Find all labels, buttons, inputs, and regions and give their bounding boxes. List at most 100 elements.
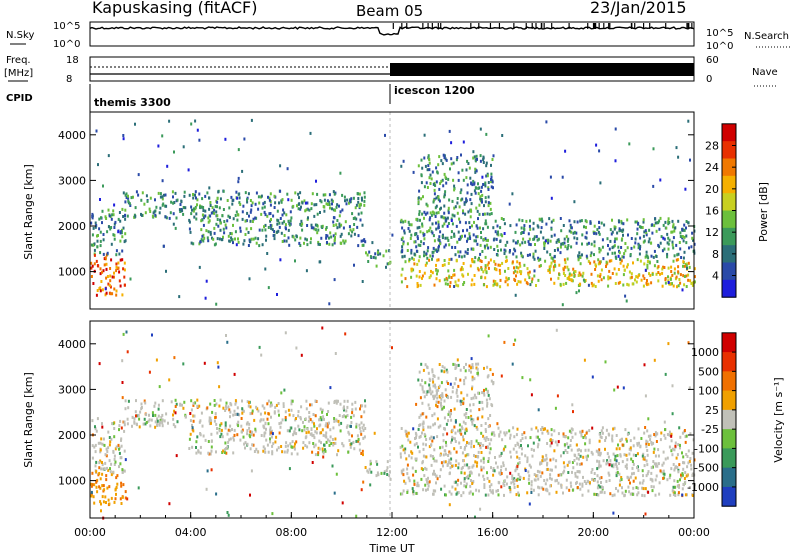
- colorbar-swatch: [722, 371, 736, 392]
- echo-cell: [691, 281, 694, 285]
- echo-cell: [347, 232, 350, 236]
- echo-point: [255, 405, 258, 409]
- echo-point: [415, 402, 418, 406]
- echo-cell: [471, 387, 473, 391]
- echo-cell: [316, 231, 319, 235]
- echo-point: [205, 487, 208, 491]
- echo-cell: [176, 420, 179, 424]
- echo-cell: [304, 209, 307, 213]
- echo-cell: [152, 414, 154, 417]
- echo-cell: [616, 231, 619, 235]
- echo-point: [98, 362, 101, 366]
- echo-cell: [290, 399, 293, 403]
- echo-cell: [453, 437, 456, 441]
- echo-cell: [433, 188, 436, 192]
- echo-cell: [426, 230, 429, 234]
- echo-cell: [421, 387, 424, 391]
- echo-cell: [213, 211, 216, 215]
- echo-cell: [113, 463, 116, 466]
- echo-point: [617, 254, 620, 258]
- echo-cell: [676, 285, 678, 289]
- echo-cell: [466, 183, 469, 187]
- echo-cell: [573, 274, 576, 278]
- echo-cell: [549, 264, 552, 268]
- echo-cell: [437, 400, 440, 404]
- echo-cell: [581, 482, 584, 486]
- echo-cell: [626, 475, 629, 479]
- echo-cell: [494, 230, 497, 234]
- echo-cell: [286, 192, 289, 196]
- echo-cell: [619, 261, 622, 265]
- echo-cell: [457, 171, 460, 175]
- echo-cell: [236, 406, 239, 410]
- echo-cell: [196, 203, 198, 207]
- echo-cell: [117, 266, 120, 270]
- echo-cell: [358, 192, 361, 196]
- echo-cell: [507, 277, 510, 281]
- echo-cell: [226, 199, 229, 202]
- echo-cell: [535, 426, 538, 430]
- echo-cell: [471, 420, 474, 423]
- echo-cell: [113, 226, 116, 229]
- echo-cell: [522, 237, 525, 241]
- echo-cell: [563, 258, 566, 262]
- echo-cell: [410, 456, 413, 460]
- velocity-cbar-label: Velocity [m s⁻¹]: [772, 377, 785, 462]
- echo-cell: [437, 163, 440, 167]
- echo-cell: [566, 442, 569, 446]
- echo-cell: [544, 241, 546, 245]
- echo-cell: [165, 412, 168, 416]
- echo-cell: [273, 230, 276, 233]
- echo-cell: [144, 211, 147, 215]
- echo-cell: [468, 166, 471, 170]
- echo-cell: [687, 449, 690, 453]
- echo-cell: [485, 238, 488, 242]
- echo-cell: [183, 194, 186, 198]
- echo-cell: [455, 492, 458, 496]
- echo-cell: [546, 429, 549, 433]
- echo-cell: [609, 492, 612, 496]
- echo-cell: [274, 405, 277, 409]
- echo-cell: [647, 470, 650, 474]
- echo-cell: [502, 218, 505, 221]
- echo-point: [555, 328, 558, 332]
- echo-cell: [619, 280, 622, 284]
- echo-cell: [489, 245, 492, 249]
- echo-cell: [549, 253, 552, 257]
- echo-cell: [219, 423, 222, 427]
- echo-point: [524, 469, 527, 472]
- echo-cell: [402, 489, 405, 493]
- echo-cell: [422, 447, 425, 451]
- echo-cell: [687, 221, 690, 225]
- time-axis-label: Time UT: [368, 542, 414, 554]
- echo-cell: [661, 249, 664, 253]
- echo-cell: [652, 460, 655, 463]
- echo-cell: [692, 238, 694, 242]
- echo-cell: [418, 270, 421, 273]
- echo-cell: [590, 251, 593, 255]
- echo-cell: [334, 236, 336, 239]
- echo-cell: [421, 222, 424, 226]
- echo-point: [127, 199, 130, 203]
- echo-cell: [459, 403, 462, 406]
- echo-cell: [266, 402, 269, 406]
- echo-cell: [127, 196, 130, 200]
- echo-cell: [404, 447, 407, 451]
- echo-cell: [653, 447, 656, 451]
- echo-cell: [477, 268, 480, 272]
- echo-cell: [467, 474, 470, 478]
- echo-point: [638, 252, 641, 256]
- echo-cell: [599, 435, 602, 439]
- echo-cell: [552, 457, 555, 461]
- echo-cell: [435, 227, 438, 231]
- echo-cell: [672, 236, 675, 240]
- echo-cell: [603, 223, 606, 227]
- echo-cell: [685, 262, 688, 266]
- echo-cell: [512, 239, 515, 243]
- echo-cell: [631, 460, 634, 463]
- echo-cell: [655, 474, 658, 478]
- echo-cell: [325, 227, 327, 231]
- echo-cell: [210, 445, 213, 449]
- echo-cell: [543, 247, 546, 250]
- echo-cell: [688, 246, 690, 250]
